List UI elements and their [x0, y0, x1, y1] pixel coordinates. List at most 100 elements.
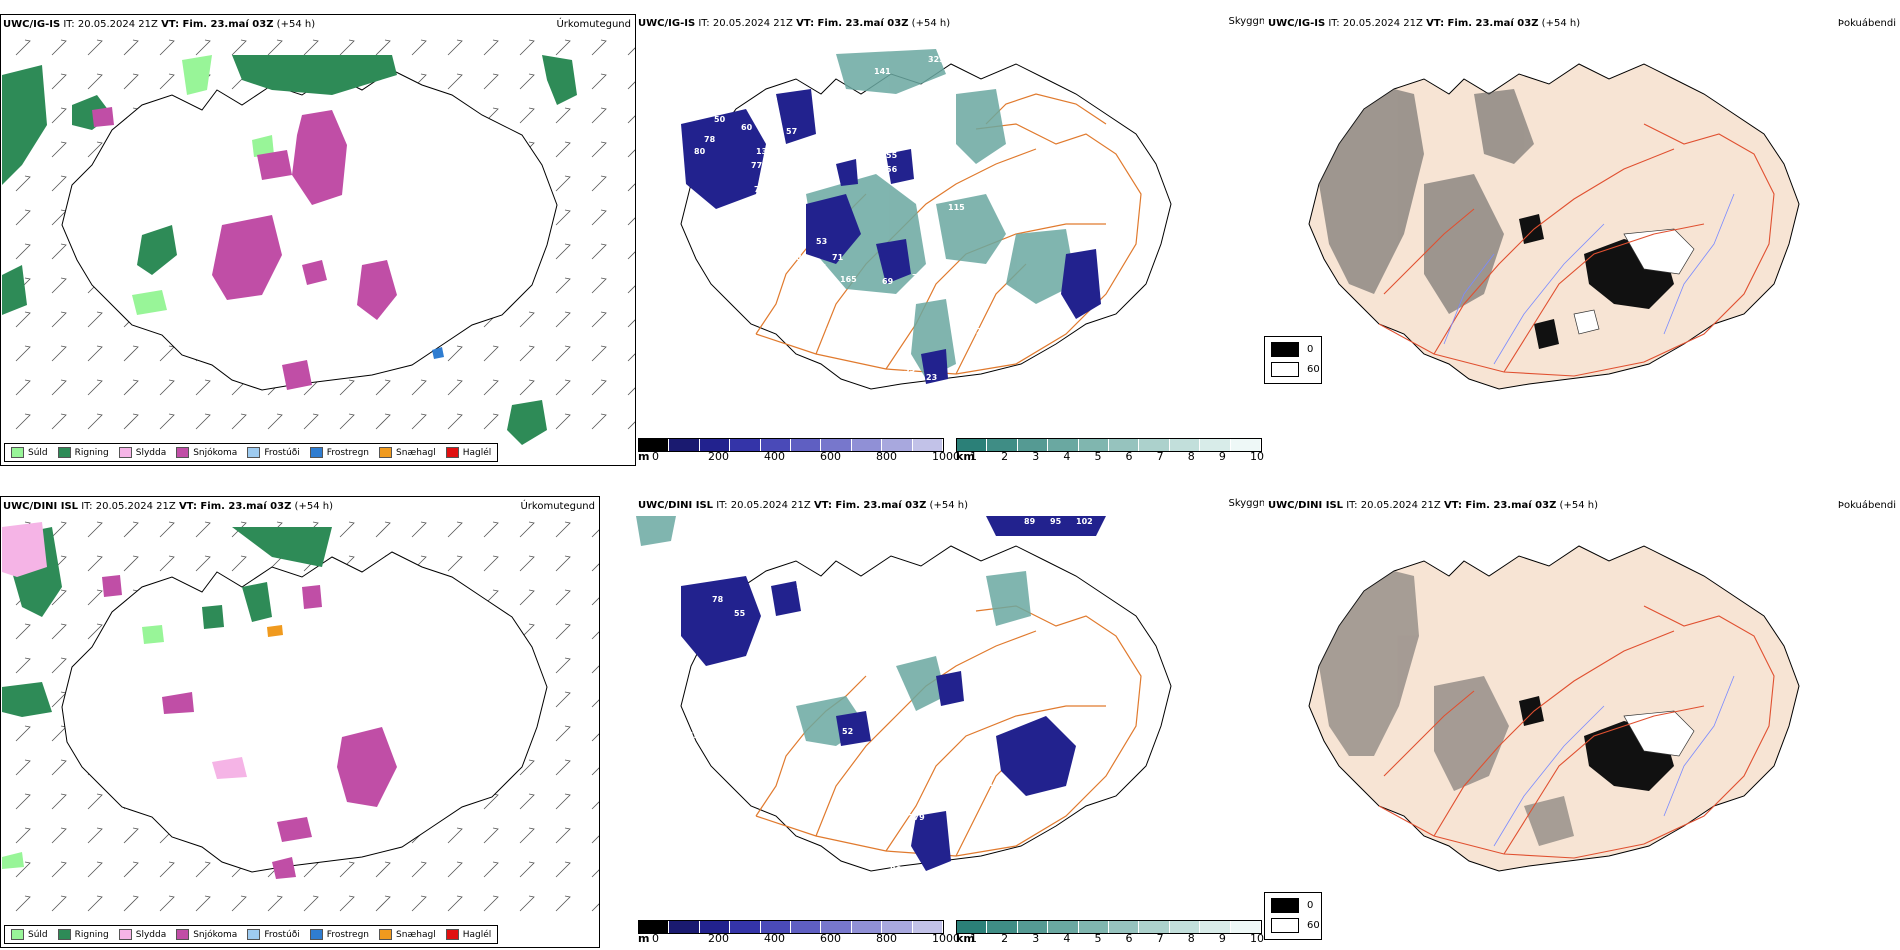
colorbar-step — [882, 921, 913, 933]
wind-barb — [483, 73, 499, 90]
legend-item: Snæhagl — [379, 447, 436, 458]
wind-barb — [591, 801, 599, 810]
colorbar-step — [851, 921, 883, 933]
wind-barb — [51, 759, 67, 776]
wind-barb — [123, 73, 139, 90]
iceland-coastline — [61, 551, 548, 873]
ceiling-value-label: 53 — [816, 237, 827, 246]
wind-barb — [51, 521, 67, 538]
ceiling-value-label: 78 — [712, 595, 724, 604]
colorbar-tick: 0 — [652, 932, 659, 945]
panel-header: UWC/IG-IS IT: 20.05.2024 21Z VT: Fim. 23… — [1268, 18, 1581, 29]
legend-item: Frostúði — [247, 929, 300, 940]
wind-barb — [591, 345, 607, 362]
legend-label: Frostúði — [264, 447, 300, 458]
wind-barb — [555, 759, 571, 776]
wind-barb — [411, 861, 427, 878]
legend-swatch — [309, 447, 323, 458]
wind-barb — [555, 345, 571, 362]
wind-barb — [87, 379, 103, 396]
wind-barb — [87, 589, 103, 606]
colorbar-step — [730, 439, 761, 451]
legend-swatch — [445, 929, 459, 940]
colorbar-step — [1017, 921, 1049, 933]
ceiling-value-label: 71 — [832, 253, 844, 262]
ceiling-value-label: 121 — [898, 407, 915, 416]
iceland-land — [1308, 63, 1800, 390]
panel-header: UWC/DINI ISL IT: 20.05.2024 21Z VT: Fim.… — [638, 500, 968, 511]
colorbar-step — [791, 439, 822, 451]
wind-barb — [483, 895, 499, 912]
wind-barb — [51, 793, 67, 810]
wind-barb — [51, 725, 67, 742]
legend-label: Snjókoma — [193, 929, 238, 940]
wind-barb — [15, 623, 31, 640]
ceiling-value-label: 39 — [804, 307, 816, 316]
colorbar-step — [699, 921, 731, 933]
wind-barb — [87, 861, 103, 878]
colorbar-step — [1139, 439, 1170, 451]
legend-item: Frostregn — [309, 929, 369, 940]
rivers — [1493, 675, 1735, 847]
colorbar-unit: km — [956, 932, 975, 945]
wind-barb — [555, 175, 571, 192]
wind-barb — [627, 251, 635, 260]
ceiling-value-label: 132 — [756, 147, 773, 156]
wind-barb — [591, 311, 607, 328]
ceiling-ticks: m 0 200 400 600 800 1000 — [638, 932, 960, 946]
wind-barb — [51, 39, 67, 56]
wind-barb — [447, 895, 463, 912]
legend-item: Snjókoma — [176, 447, 237, 458]
wind-barb — [447, 555, 463, 572]
legend-swatch — [247, 929, 261, 940]
legend-item: Slydda — [118, 929, 166, 940]
wind-barb — [555, 589, 571, 606]
ceiling-value-label: 72 — [1082, 329, 1093, 338]
colorbar-tick: 1000 — [932, 450, 960, 463]
colorbar-step — [987, 921, 1018, 933]
wind-barb — [555, 277, 571, 294]
ceiling-value-label: 115 — [948, 203, 965, 212]
ceiling-value-label: 33 — [904, 365, 915, 374]
wind-barb — [159, 345, 175, 362]
wind-barb — [375, 895, 391, 912]
wind-barb — [51, 345, 67, 362]
ceiling-value-label: 52 — [842, 727, 853, 736]
wind-barb — [267, 413, 283, 430]
wind-barb — [555, 793, 571, 810]
ceiling-value-label: 37 — [826, 327, 837, 336]
wind-barb — [411, 895, 427, 912]
colorbar-unit: km — [956, 450, 975, 463]
wind-barb — [195, 39, 211, 56]
wind-barb — [591, 631, 599, 640]
fog-legend-value: 60 — [1307, 364, 1320, 375]
wind-barb — [123, 521, 139, 538]
panel-title: Úrkomutegund — [556, 19, 631, 30]
legend-swatch — [445, 447, 459, 458]
ceiling-value-label: 55 — [752, 563, 764, 572]
wind-barb — [411, 379, 427, 396]
wind-barb — [555, 141, 571, 158]
ceiling-value-label: 119 — [954, 279, 971, 288]
colorbar-step — [760, 921, 792, 933]
colorbar-step — [821, 921, 852, 933]
ceiling-value-label: 165 — [840, 275, 857, 284]
ceiling-visibility-map: 141 323 272 70 54 62 50 78 60 132 57 80 77 68 52 56 71 71… — [680, 49, 1172, 426]
colorbar-step — [699, 439, 731, 451]
ceiling-visibility-panel-top: UWC/IG-IS IT: 20.05.2024 21Z VT: Fim. 23… — [636, 14, 1272, 466]
colorbar-step — [1230, 921, 1262, 933]
wind-barb — [303, 39, 319, 56]
legend-item: Rigning — [57, 929, 109, 940]
wind-barb — [627, 217, 635, 226]
wind-barb — [15, 861, 31, 878]
wind-barb — [555, 827, 571, 844]
wind-barb — [339, 895, 355, 912]
panel-title: Skyggni — [1228, 498, 1268, 509]
ceiling-value-label: 55 — [886, 151, 898, 160]
legend-label: Haglél — [462, 447, 492, 458]
ceiling-value-label: 77 — [751, 161, 762, 170]
glaciers — [1623, 710, 1695, 757]
ceiling-value-label: 15 — [938, 387, 950, 396]
precip-type-legend: Súld Rigning Slydda Snjókoma Frostúði Fr… — [4, 443, 499, 462]
wind-barb — [15, 39, 31, 56]
